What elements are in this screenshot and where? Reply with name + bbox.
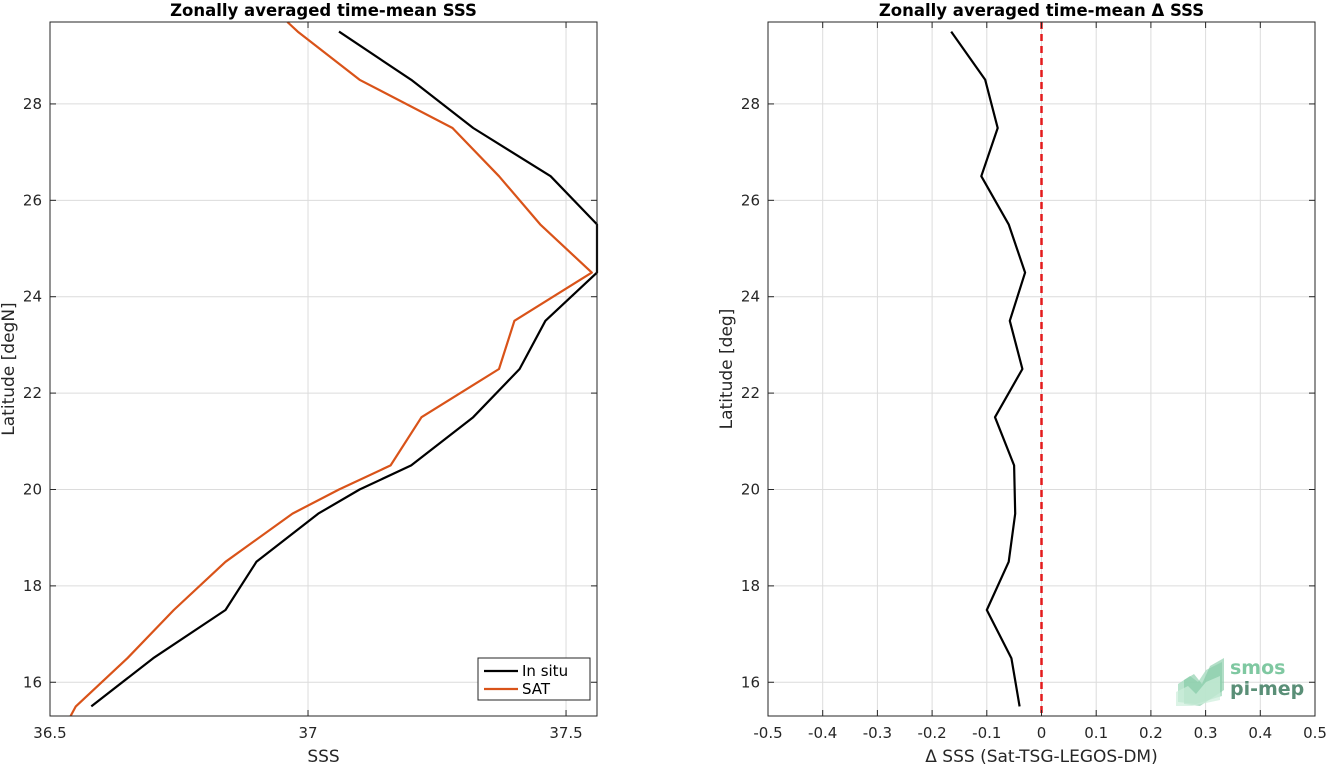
y-tick-label: 22 [741, 384, 760, 402]
x-tick-label: 36.5 [33, 724, 66, 742]
x-tick-label: 0.4 [1248, 724, 1272, 742]
chart-title: Zonally averaged time-mean SSS [170, 1, 477, 20]
x-tick-label: 0 [1037, 724, 1047, 742]
legend-label: In situ [522, 662, 568, 680]
series-line-sat [69, 21, 593, 717]
y-axis-label: Latitude [degN] [0, 302, 19, 435]
y-tick-label: 18 [741, 577, 760, 595]
y-axis-label: Latitude [deg] [717, 309, 737, 430]
x-tick-label: 0.5 [1303, 724, 1327, 742]
smos-pi-mep-logo: smos pi-mep [1176, 656, 1316, 706]
chart-title: Zonally averaged time-mean Δ SSS [879, 1, 1204, 20]
x-tick-label: 0.1 [1084, 724, 1108, 742]
chart-1: 36.5 37 37.5 16 18 20 22 24 26 28 Zonally averaged… [0, 1, 599, 765]
y-tick-label: 26 [741, 191, 760, 209]
x-tick-label: -0.5 [753, 724, 782, 742]
x-tick-label: 0.2 [1139, 724, 1163, 742]
legend-label: SAT [522, 680, 551, 698]
legend-box [477, 657, 591, 701]
y-tick-label: 26 [23, 191, 42, 209]
y-tick-label: 18 [23, 577, 42, 595]
logo-mountains-icon [1176, 658, 1224, 706]
y-tick-label: 20 [23, 480, 42, 498]
x-tick-label: -0.4 [808, 724, 837, 742]
y-tick-label: 28 [23, 95, 42, 113]
x-tick-label: -0.1 [972, 724, 1001, 742]
x-tick-label: 37 [298, 724, 317, 742]
series-line-1 [950, 30, 1027, 707]
series-line-in-situ [90, 30, 599, 708]
y-tick-label: 24 [741, 288, 760, 306]
y-tick-label: 16 [741, 673, 760, 691]
y-tick-label: 28 [741, 95, 760, 113]
x-axis-label: SSS [307, 747, 339, 765]
logo-pimep-text: pi-mep [1230, 678, 1305, 700]
y-tick-label: 22 [23, 384, 42, 402]
x-tick-label: -0.2 [917, 724, 946, 742]
y-tick-label: 20 [741, 480, 760, 498]
y-tick-label: 24 [23, 288, 42, 306]
chart-2: -0.5 -0.4 -0.3 -0.2 -0.1 0 0.1 0.2 0.3 0.4 0.5 16 18… [717, 1, 1327, 765]
x-axis-label: Δ SSS (Sat-TSG-LEGOS-DM) [925, 747, 1157, 765]
x-tick-label: 37.5 [549, 724, 582, 742]
axes-frame [49, 21, 598, 717]
y-tick-label: 16 [23, 673, 42, 691]
x-tick-label: -0.3 [863, 724, 892, 742]
logo-smos-text: smos [1230, 657, 1286, 679]
x-tick-label: 0.3 [1194, 724, 1218, 742]
